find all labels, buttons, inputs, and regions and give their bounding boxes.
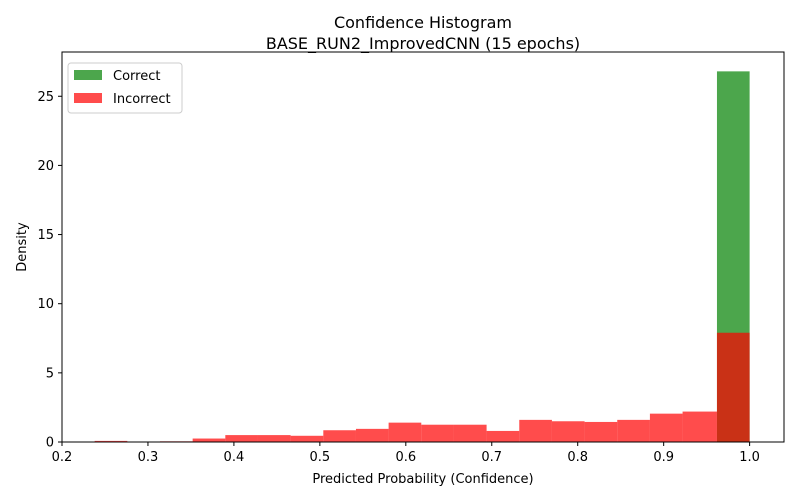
histogram-bar-incorrect-18 — [682, 411, 717, 442]
y-tick-label: 10 — [37, 297, 54, 312]
y-tick-label: 0 — [46, 436, 54, 451]
legend-swatch-correct — [74, 70, 102, 80]
x-tick-label: 0.3 — [138, 450, 159, 465]
y-tick-label: 5 — [46, 366, 54, 381]
x-tick-label: 0.4 — [224, 450, 245, 465]
legend: Correct Incorrect — [67, 62, 183, 114]
histogram-bar-incorrect-13 — [519, 419, 552, 442]
y-tick-label: 20 — [37, 159, 54, 174]
histogram-bar-incorrect-11 — [453, 424, 487, 442]
chart-title: Confidence Histogram — [334, 13, 512, 32]
x-axis-ticks: 0.2 0.3 0.4 0.5 0.6 0.7 0.8 0.9 1.0 — [52, 442, 760, 465]
x-tick-label: 0.8 — [567, 450, 588, 465]
plot-frame — [61, 51, 785, 443]
histogram-bar-incorrect-6 — [290, 435, 324, 442]
histogram-bar-incorrect-17 — [649, 413, 683, 442]
y-axis-ticks: 0 5 10 15 20 25 — [37, 90, 62, 451]
histogram-bar-incorrect-4 — [225, 435, 258, 442]
legend-swatch-incorrect — [74, 93, 102, 103]
histogram-bar-incorrect-19 — [716, 332, 750, 442]
histogram-bar-incorrect-5 — [257, 435, 291, 442]
histogram-bar-incorrect-10 — [421, 424, 454, 442]
histogram-bar-incorrect-3 — [192, 438, 226, 442]
histogram-bar-incorrect-12 — [486, 430, 520, 442]
histogram-bar-incorrect-7 — [323, 430, 356, 442]
y-tick-label: 15 — [37, 228, 54, 243]
x-tick-label: 0.9 — [653, 450, 674, 465]
histogram-bar-incorrect-8 — [355, 428, 389, 442]
histogram-bar-incorrect-9 — [388, 422, 422, 442]
histogram-bar-incorrect-16 — [617, 419, 650, 442]
x-tick-label: 1.0 — [739, 450, 760, 465]
x-tick-label: 0.2 — [52, 450, 73, 465]
legend-label-correct: Correct — [113, 69, 160, 84]
plot-area — [62, 52, 784, 442]
axes-frame — [61, 51, 785, 443]
x-tick-label: 0.7 — [481, 450, 502, 465]
histogram-bars — [94, 71, 750, 443]
histogram-bar-incorrect-15 — [584, 421, 618, 442]
y-tick-label: 25 — [37, 90, 54, 105]
histogram-bar-incorrect-14 — [551, 421, 585, 442]
plot-background — [62, 52, 784, 442]
x-axis-label: Predicted Probability (Confidence) — [312, 472, 533, 487]
chart-subtitle: BASE_RUN2_ImprovedCNN (15 epochs) — [266, 34, 580, 54]
legend-label-incorrect: Incorrect — [113, 92, 171, 107]
x-tick-label: 0.5 — [310, 450, 331, 465]
y-axis-label: Density — [15, 222, 30, 272]
x-tick-label: 0.6 — [395, 450, 416, 465]
histogram-bar-incorrect-0 — [94, 440, 128, 442]
